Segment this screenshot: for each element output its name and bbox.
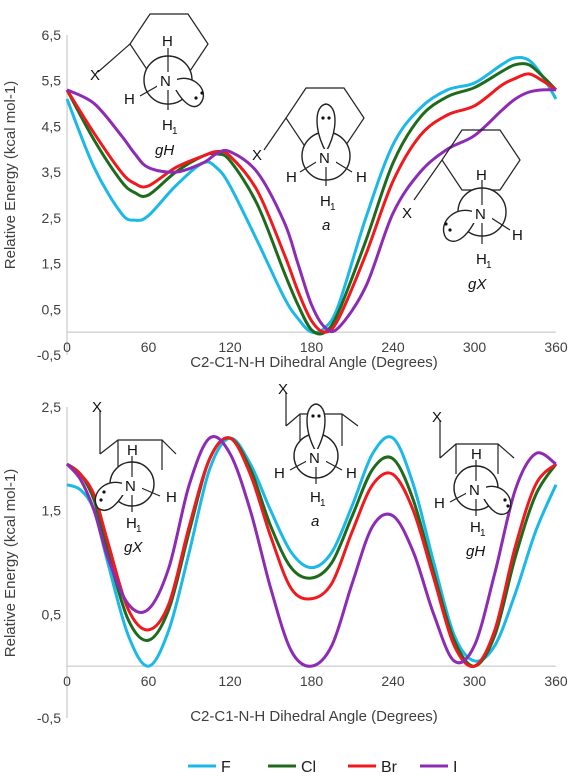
top-x-tick-label: 60 [141,339,157,355]
bottom-x-axis-label: C2-C1-N-H Dihedral Angle (Degrees) [190,708,438,725]
bot-series-i-line [65,435,557,668]
top-y-tick-label: 6,5 [42,27,62,43]
top-y-tick-label: 0,5 [42,301,62,317]
top-series-i-line [66,88,557,334]
conf-label-h: H [512,227,523,244]
top-y-tick-label: 5,5 [42,73,62,89]
conf-label-x: X [92,399,102,416]
conf-label-n: N [469,482,480,499]
conf-label-sub: 1 [486,260,492,271]
conf-label-x: X [402,205,412,222]
top-y-tick-label: 2,5 [42,210,62,226]
top-x-tick-label: 300 [463,339,487,355]
conf-label-n: N [475,206,486,223]
top-chart: -0,5 0,5 1,5 2,5 3,5 4,5 5,5 6,5 0 60 120 180 240 300… [2,27,568,371]
bot-y-tick-label: -0,5 [37,710,61,726]
bot-y-tick-label: 1,5 [42,503,62,519]
conf-label-h: H [124,91,135,108]
conf-label-h1: H [310,489,321,506]
conf-label-sub: 1 [320,498,326,509]
bot-x-tick-label: 300 [463,673,487,689]
conf-label-sub: 1 [330,202,336,213]
conf-label-h: H [476,167,487,184]
conf-label-h: H [166,489,177,506]
conf-label-n: N [309,450,320,467]
conf-label-sub: 1 [136,524,142,535]
conformer-bottom-gH: X H H H 1 N gH [432,409,515,560]
lone-pair-icon [94,481,129,511]
top-x-axis-label: C2-C1-N-H Dihedral Angle (Degrees) [190,354,438,371]
bot-y-tick-label: 2,5 [42,399,62,415]
conf-label-x: X [432,409,442,426]
conf-label-h: H [162,33,173,50]
top-x-tick-label: 0 [63,339,71,355]
bot-x-tick-label: 360 [544,673,568,689]
conf-label-n: N [319,150,330,167]
bot-x-tick-label: 60 [141,673,157,689]
conf-label-h1: H [470,519,481,536]
legend-label-cl: Cl [301,759,316,776]
bot-series-br-line [66,436,558,669]
conformer-name: gX [124,539,143,556]
conf-label-h1: H [476,251,487,268]
conformer-name: gH [466,543,485,560]
conf-label-h1: H [320,193,331,210]
conf-label-sub: 1 [172,126,178,137]
conformer-name: gX [468,276,487,293]
top-series-cl-line [65,62,558,336]
legend-label-br: Br [381,759,398,776]
conf-label-h: H [356,169,367,186]
top-y-tick-label: 1,5 [42,256,62,272]
top-series-br-line [65,72,557,334]
lone-pair-icon [479,485,512,515]
top-y-tick-label: -0,5 [37,347,61,363]
conf-label-x: X [252,147,262,164]
top-x-tick-label: 240 [381,339,405,355]
legend-label-i: I [453,759,457,776]
conf-label-n: N [125,478,136,495]
conformer-name: a [322,217,330,234]
top-x-tick-label: 180 [300,339,324,355]
top-x-tick-label: 360 [544,339,568,355]
conf-label-h: H [346,465,357,482]
conf-label-h: H [274,465,285,482]
conf-label-h: H [471,446,482,463]
top-y-tick-label: 3,5 [42,164,62,180]
conf-label-sub: 1 [480,528,486,539]
lone-pair-icon [443,209,479,242]
legend-label-f: F [221,759,231,776]
bot-x-tick-label: 120 [218,673,242,689]
bot-x-tick-label: 0 [63,673,71,689]
bot-series-f-line [66,435,558,668]
legend: F Cl Br I [188,759,457,776]
conformer-bottom-a: X H H H 1 N a [274,381,359,530]
top-x-tick-label: 120 [218,339,242,355]
conf-label-h: H [434,495,445,512]
bot-x-tick-label: 240 [381,673,405,689]
conf-label-h1: H [126,515,137,532]
conformer-bottom-gX: X H H H 1 N gX [92,399,177,556]
top-y-axis-label: Relative Energy (kcal mol-1) [2,81,19,269]
conformer-top-gX: X H H H 1 N gX [402,129,523,293]
bottom-y-axis-label: Relative Energy (kcal mol-1) [2,469,19,657]
conf-label-x: X [278,381,288,398]
top-y-tick-label: 4,5 [42,118,62,134]
conformer-top-a: X H H H 1 N a [252,87,367,234]
conf-label-h1: H [162,117,173,134]
conf-label-n: N [160,73,171,90]
conf-label-h: H [286,169,297,186]
lone-pair-icon [316,103,336,154]
conformer-name: a [311,513,319,530]
bot-y-tick-label: 0,5 [42,606,62,622]
bot-x-tick-label: 180 [300,673,324,689]
top-series-f-line [65,55,558,335]
bottom-chart: -0,5 0,5 1,5 2,5 0 60 120 180 240 300 360 C2-C1-N-… [2,399,568,726]
conf-label-h: H [127,442,138,459]
conformer-name: gH [155,142,174,159]
conf-label-x: X [90,67,100,84]
conformer-top-gH: X H H H 1 N gH [90,13,209,159]
